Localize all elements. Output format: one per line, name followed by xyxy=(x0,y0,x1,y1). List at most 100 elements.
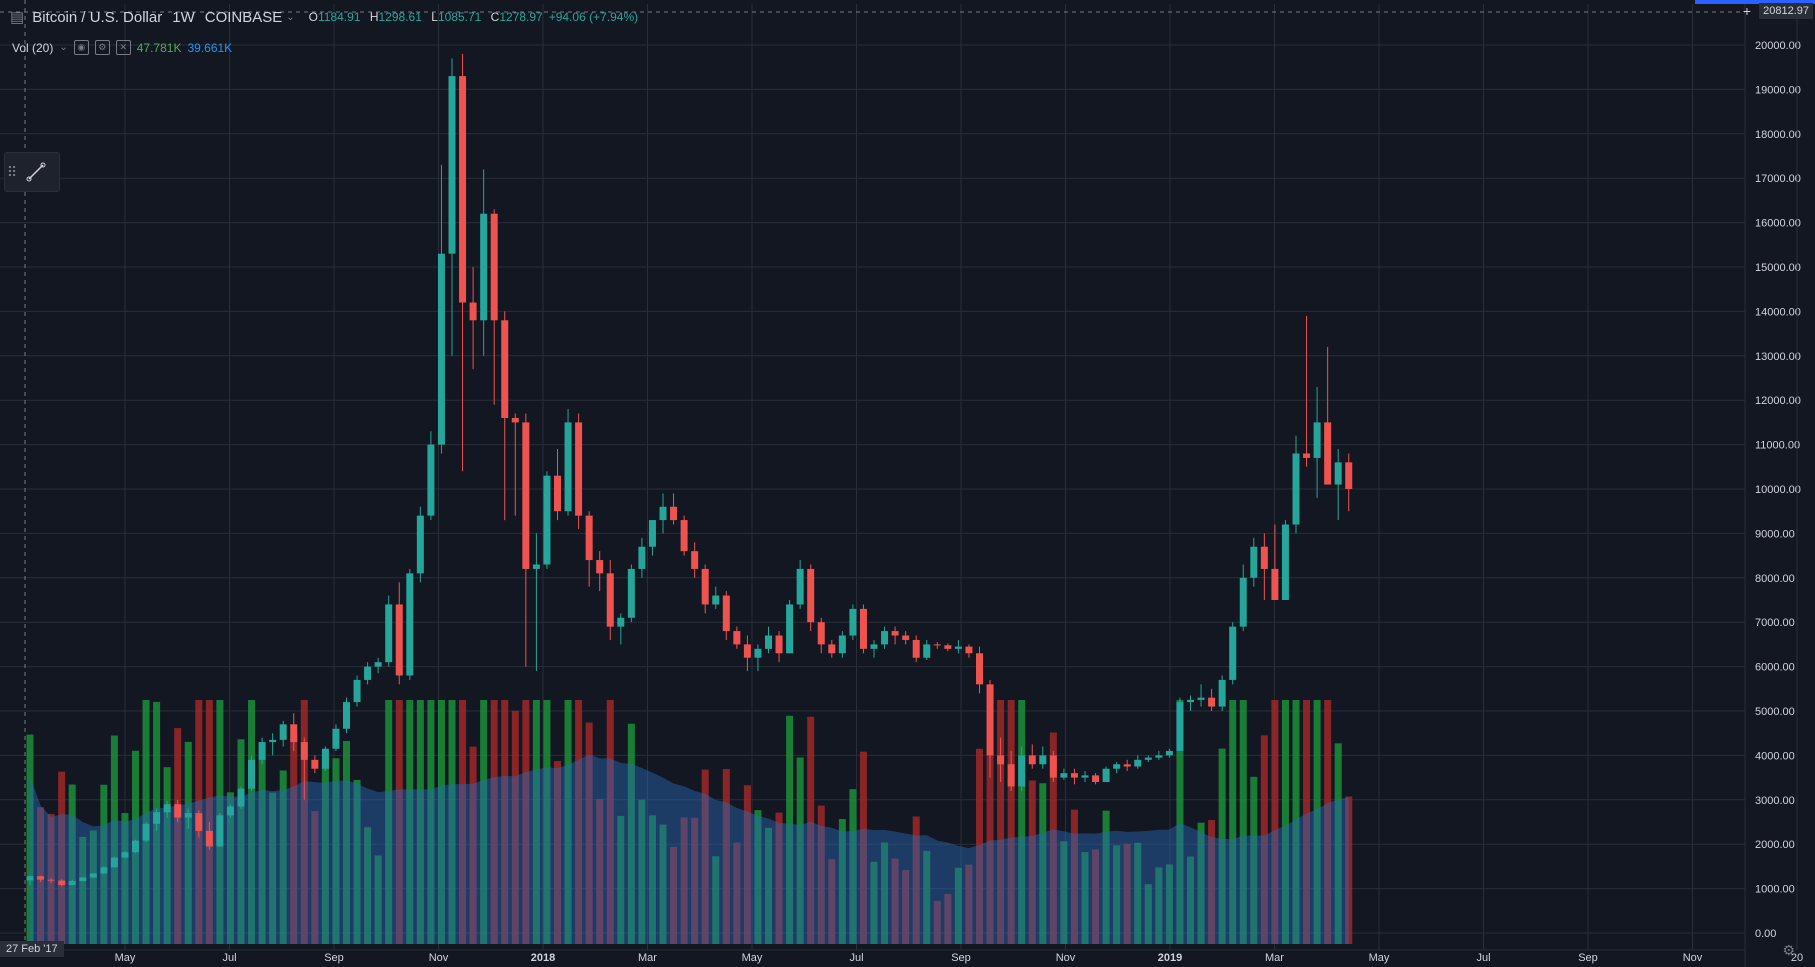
volume-bar xyxy=(1039,783,1047,944)
volume-bar xyxy=(448,700,456,944)
candle xyxy=(1345,462,1353,489)
y-tick-label: 13000.00 xyxy=(1755,351,1801,363)
candle xyxy=(89,873,97,878)
candle xyxy=(870,644,878,649)
candle xyxy=(733,631,741,645)
volume-bar xyxy=(691,817,699,944)
y-tick-label: 15000.00 xyxy=(1755,262,1801,274)
trend-line-icon[interactable] xyxy=(19,155,53,189)
candle xyxy=(606,573,614,627)
candle xyxy=(174,804,182,818)
volume-bar xyxy=(1197,822,1205,944)
candle xyxy=(902,635,910,640)
settings-icon[interactable]: ⚙ xyxy=(94,40,110,55)
candle xyxy=(1028,755,1036,765)
chart-type-icon[interactable]: ▤ xyxy=(10,9,25,26)
y-tick-label: 8000.00 xyxy=(1755,573,1795,585)
candle xyxy=(564,422,572,512)
volume-bar xyxy=(1092,849,1100,944)
candle xyxy=(680,520,688,552)
volume-bar xyxy=(237,739,245,944)
candle xyxy=(416,515,424,574)
symbol-title[interactable]: Bitcoin / U.S. Dollar xyxy=(32,8,163,26)
volume-legend: Vol (20) ⌄ ◉ ⚙ ✕ 47.781K 39.661K xyxy=(12,40,232,55)
volume-ma-value: 39.661K xyxy=(187,40,233,55)
candle xyxy=(933,644,941,646)
volume-bar xyxy=(427,700,435,944)
exchange[interactable]: COINBASE xyxy=(204,8,283,26)
volume-bar xyxy=(1081,852,1089,944)
eye-icon[interactable]: ◉ xyxy=(73,40,89,55)
x-tick-label: 20 xyxy=(1791,952,1803,964)
volume-bar xyxy=(786,715,794,944)
volume-bar xyxy=(997,700,1005,944)
volume-bar xyxy=(543,700,551,944)
volume-bar xyxy=(1028,780,1036,944)
volume-bar xyxy=(648,815,656,944)
candle xyxy=(26,876,34,881)
volume-bar xyxy=(1281,700,1289,944)
candle xyxy=(406,573,414,676)
volume-bar xyxy=(1176,700,1184,944)
candle xyxy=(47,879,55,881)
volume-bar xyxy=(1303,700,1311,944)
candle xyxy=(79,877,87,882)
crosshair-icon[interactable]: + xyxy=(1742,3,1751,19)
candle xyxy=(1334,462,1342,485)
candle xyxy=(786,604,794,654)
volume-bar xyxy=(1187,856,1194,944)
x-tick-label: Mar xyxy=(1265,952,1284,964)
candle xyxy=(807,568,815,623)
volume-bar xyxy=(89,830,97,944)
interval[interactable]: 1W xyxy=(172,8,195,26)
candle xyxy=(648,520,656,547)
volume-label[interactable]: Vol (20) xyxy=(12,40,54,55)
volume-value: 47.781K xyxy=(136,40,182,55)
volume-bar xyxy=(1250,776,1258,944)
candle xyxy=(184,813,192,818)
volume-bar xyxy=(902,870,910,944)
y-tick-label: 14000.00 xyxy=(1755,306,1801,318)
close-icon[interactable]: ✕ xyxy=(115,40,131,55)
candle xyxy=(1123,764,1131,767)
volume-bar xyxy=(395,700,403,944)
volume-bar xyxy=(311,811,319,944)
gear-icon[interactable]: ⚙ xyxy=(1782,942,1795,958)
chevron-down-icon[interactable]: ⌄ xyxy=(59,42,68,53)
volume-bar xyxy=(79,836,87,944)
volume-bar xyxy=(385,700,393,944)
volume-bar xyxy=(1070,809,1078,944)
volume-bar xyxy=(163,767,171,944)
candle xyxy=(1260,546,1268,569)
chevron-down-icon[interactable]: ⌄ xyxy=(286,11,295,23)
candle xyxy=(68,881,76,886)
volume-bar xyxy=(923,850,931,944)
volume-bar xyxy=(585,722,593,944)
x-tick-label: May xyxy=(115,952,136,964)
volume-bar xyxy=(100,784,108,944)
volume-bar xyxy=(58,771,66,944)
drag-handle-icon[interactable]: ⠿ xyxy=(6,163,18,180)
candle xyxy=(944,645,952,649)
volume-bar xyxy=(1123,843,1131,944)
candle xyxy=(1039,755,1047,765)
y-tick-label: 1000.00 xyxy=(1755,884,1795,896)
volume-bar xyxy=(184,741,192,944)
candle xyxy=(554,475,561,512)
volume-bar xyxy=(733,842,741,944)
candle xyxy=(100,867,108,874)
volume-bar xyxy=(1239,700,1247,944)
volume-bar xyxy=(838,819,846,944)
y-tick-label: 17000.00 xyxy=(1755,173,1801,185)
candle xyxy=(1281,524,1289,600)
volume-bar xyxy=(1113,845,1121,944)
y-tick-label: 5000.00 xyxy=(1755,706,1795,718)
candle xyxy=(121,852,129,858)
x-tick-label: Jul xyxy=(849,952,863,964)
volume-bar xyxy=(121,813,129,944)
candle xyxy=(226,806,234,816)
candle xyxy=(670,506,678,521)
candle xyxy=(1165,750,1173,756)
candle xyxy=(532,564,540,569)
